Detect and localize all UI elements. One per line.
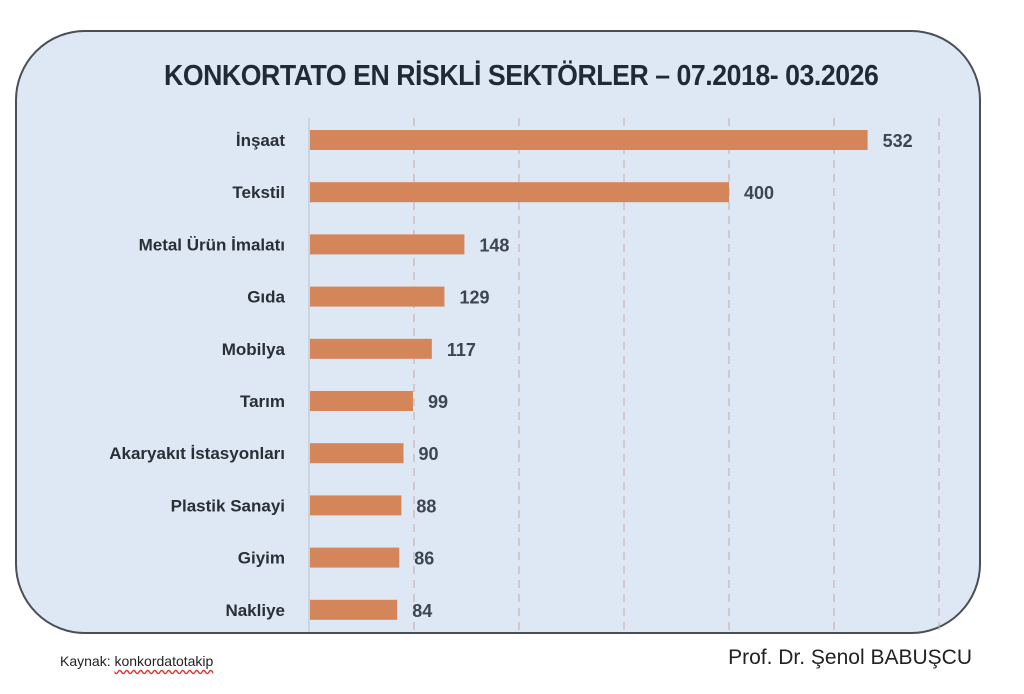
data-label: 532 — [883, 131, 913, 151]
data-label: 90 — [419, 444, 439, 464]
source-label: Kaynak: — [60, 653, 111, 669]
category-label: Giyim — [238, 549, 285, 568]
bar — [310, 286, 445, 307]
bar — [310, 495, 402, 516]
bar — [310, 391, 413, 411]
category-label: Mobilya — [222, 340, 286, 359]
data-label: 129 — [459, 288, 489, 308]
category-label: Metal Ürün İmalatı — [139, 235, 285, 254]
data-label: 88 — [416, 496, 436, 516]
data-label: 148 — [479, 235, 509, 255]
data-label: 86 — [414, 549, 434, 569]
category-label: Gıda — [247, 288, 285, 307]
bar — [310, 443, 404, 464]
category-label: İnşaat — [236, 131, 285, 150]
category-label: Tekstil — [232, 183, 285, 202]
data-label: 84 — [412, 601, 432, 621]
data-label: 117 — [447, 340, 476, 360]
category-label: Akaryakıt İstasyonları — [109, 444, 285, 463]
author-credit: Prof. Dr. Şenol BABUŞCU — [728, 646, 972, 669]
category-label: Tarım — [240, 392, 285, 411]
bar — [310, 547, 400, 568]
chart-title: KONKORTATO EN RİSKLİ SEKTÖRLER – 07.2018… — [164, 60, 879, 92]
bar — [310, 130, 868, 150]
data-label: 99 — [428, 392, 448, 412]
data-label: 400 — [744, 183, 774, 203]
bar — [310, 182, 729, 203]
bar — [310, 338, 432, 359]
bar — [310, 599, 398, 620]
category-label: Plastik Sanayi — [171, 496, 285, 515]
category-label: Nakliye — [225, 601, 285, 620]
source-name: konkordatotakip — [114, 653, 214, 669]
bar — [310, 234, 465, 255]
source-note: Kaynak: konkordatotakip — [60, 653, 213, 669]
